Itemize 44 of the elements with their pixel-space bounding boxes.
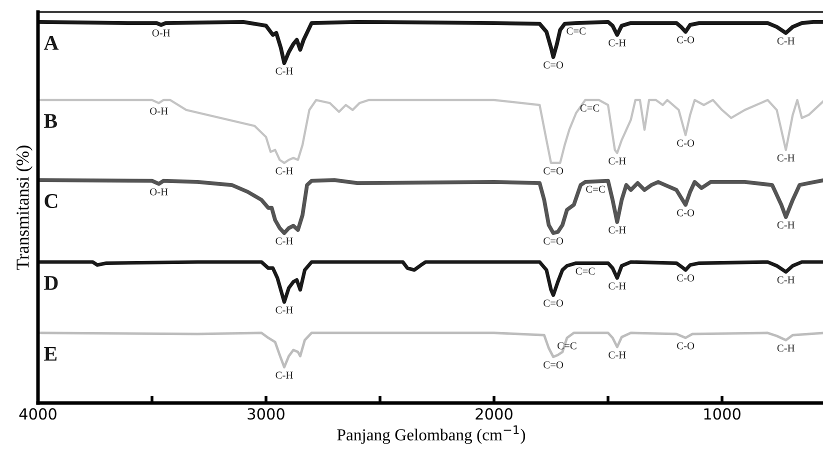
x-tick-label: 4000 xyxy=(19,408,56,420)
annotation: C-H xyxy=(276,238,293,245)
annotation: C=O xyxy=(544,61,564,68)
annotation: C=C xyxy=(576,268,595,275)
annotation: C-H xyxy=(608,226,626,234)
x-tick-label: 2000 xyxy=(476,408,512,420)
annotation: C=C xyxy=(566,28,586,35)
annotation: C-O xyxy=(677,140,694,147)
annotation: C=O xyxy=(544,300,564,307)
y-axis-title: Transmitansi (%) xyxy=(16,146,32,270)
annotation: C-H xyxy=(777,154,795,162)
annotation: C-H xyxy=(777,344,795,352)
annotation: C-H xyxy=(608,158,626,164)
annotation: C=C xyxy=(558,342,576,350)
annotation: C=C xyxy=(586,186,605,193)
annotation: C-H xyxy=(777,222,795,229)
annotation: C-H xyxy=(777,276,795,284)
annotation: O-H xyxy=(150,188,168,196)
annotation: C-H xyxy=(777,37,795,44)
annotation: O-H xyxy=(150,108,168,115)
series-label: B xyxy=(44,114,58,128)
series-label: C xyxy=(44,194,58,208)
annotation: C-O xyxy=(677,342,694,350)
series-label: D xyxy=(44,276,58,290)
series-label: E xyxy=(44,347,57,361)
annotation: C=C xyxy=(580,104,600,112)
x-tick-label: 3000 xyxy=(248,408,284,420)
annotation: C-H xyxy=(276,167,293,174)
annotation: C-H xyxy=(608,351,626,358)
annotation: C-H xyxy=(276,306,293,314)
annotation: C-O xyxy=(677,36,694,44)
annotation: C-H xyxy=(276,372,293,379)
x-axis-title: Panjang Gelombang (cm$^{−1}$) xyxy=(337,425,526,444)
annotation: C=O xyxy=(544,238,564,245)
x-tick-label: 1000 xyxy=(704,408,740,420)
annotation: C-O xyxy=(677,209,694,216)
annotation: C=O xyxy=(544,167,564,174)
annotation: C-H xyxy=(276,68,293,75)
annotation: C-H xyxy=(608,282,626,290)
annotation: C-O xyxy=(677,274,694,282)
annotation: C-H xyxy=(608,39,626,46)
annotation: C=O xyxy=(544,361,564,368)
annotation: O-H xyxy=(152,29,170,36)
series-label: A xyxy=(44,36,59,50)
